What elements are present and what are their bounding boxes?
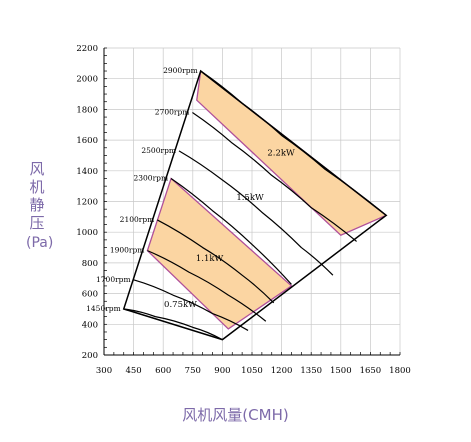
speed-label: 2700rpm [155,107,190,116]
label-layer: 300 450 600 750 900 1050 1200 1350 1500 1650 1800 2… [76,44,410,376]
speed-curve [200,70,387,216]
speed-label: 2100rpm [120,215,155,224]
speed-curve [157,219,275,304]
x-tick-label: 600 [155,366,171,376]
x-tick-label: 1350 [300,366,322,376]
x-tick-label: 1050 [241,366,263,376]
axis-layer [103,47,401,356]
x-tick-label: 1800 [389,366,411,376]
y-tick-label: 1200 [76,198,98,208]
speed-curve [147,250,267,322]
y-axis-title-unit: (Pa) [26,235,54,251]
x-tick-label: 1500 [330,366,352,376]
y-tick-label: 800 [82,259,98,269]
x-tick-label: 450 [125,366,141,376]
speed-label: 2900rpm [163,66,198,75]
y-tick-label: 1800 [76,105,98,115]
y-tick-label: 1400 [76,167,98,177]
x-tick-label: 750 [185,366,201,376]
power-label: 1.5kW [236,193,264,203]
power-region [146,177,293,330]
speed-curve-layer [122,69,388,341]
y-tick-label: 1600 [76,136,98,146]
y-tick-label: 2000 [76,75,98,85]
y-tick-label: 2200 [76,44,98,54]
y-tick-label: 1000 [76,228,98,238]
y-tick-label: 200 [82,351,98,361]
y-tick-label: 400 [82,320,98,330]
speed-label: 1900rpm [110,246,145,255]
speed-label: 1700rpm [96,275,131,284]
speed-curve [133,279,249,331]
y-tick-label: 600 [82,290,98,300]
x-tick-label: 900 [214,366,230,376]
x-tick-label: 1200 [271,366,293,376]
y-axis-title-char: 静 [29,196,45,214]
speed-label: 2300rpm [133,173,168,182]
speed-curve [192,111,357,242]
x-axis-title: 风机风量(CMH) [182,406,289,424]
power-label: 2.2kW [267,148,295,158]
y-axis-title-char: 风 [29,160,45,178]
x-tick-label: 300 [96,366,112,376]
speed-curve [170,177,292,285]
speed-curve [123,308,223,341]
power-label: 1.1kW [196,254,224,264]
speed-label: 1450rpm [86,304,121,313]
speed-curve [178,150,334,276]
power-label: 0.75kW [164,300,197,310]
y-axis-title-char: 机 [29,178,45,196]
y-axis-title-char: 压 [29,214,45,232]
speed-label: 2500rpm [141,146,176,155]
x-tick-label: 1650 [360,366,382,376]
y-axis-title: 风 机 静 压 (Pa) [26,160,54,252]
